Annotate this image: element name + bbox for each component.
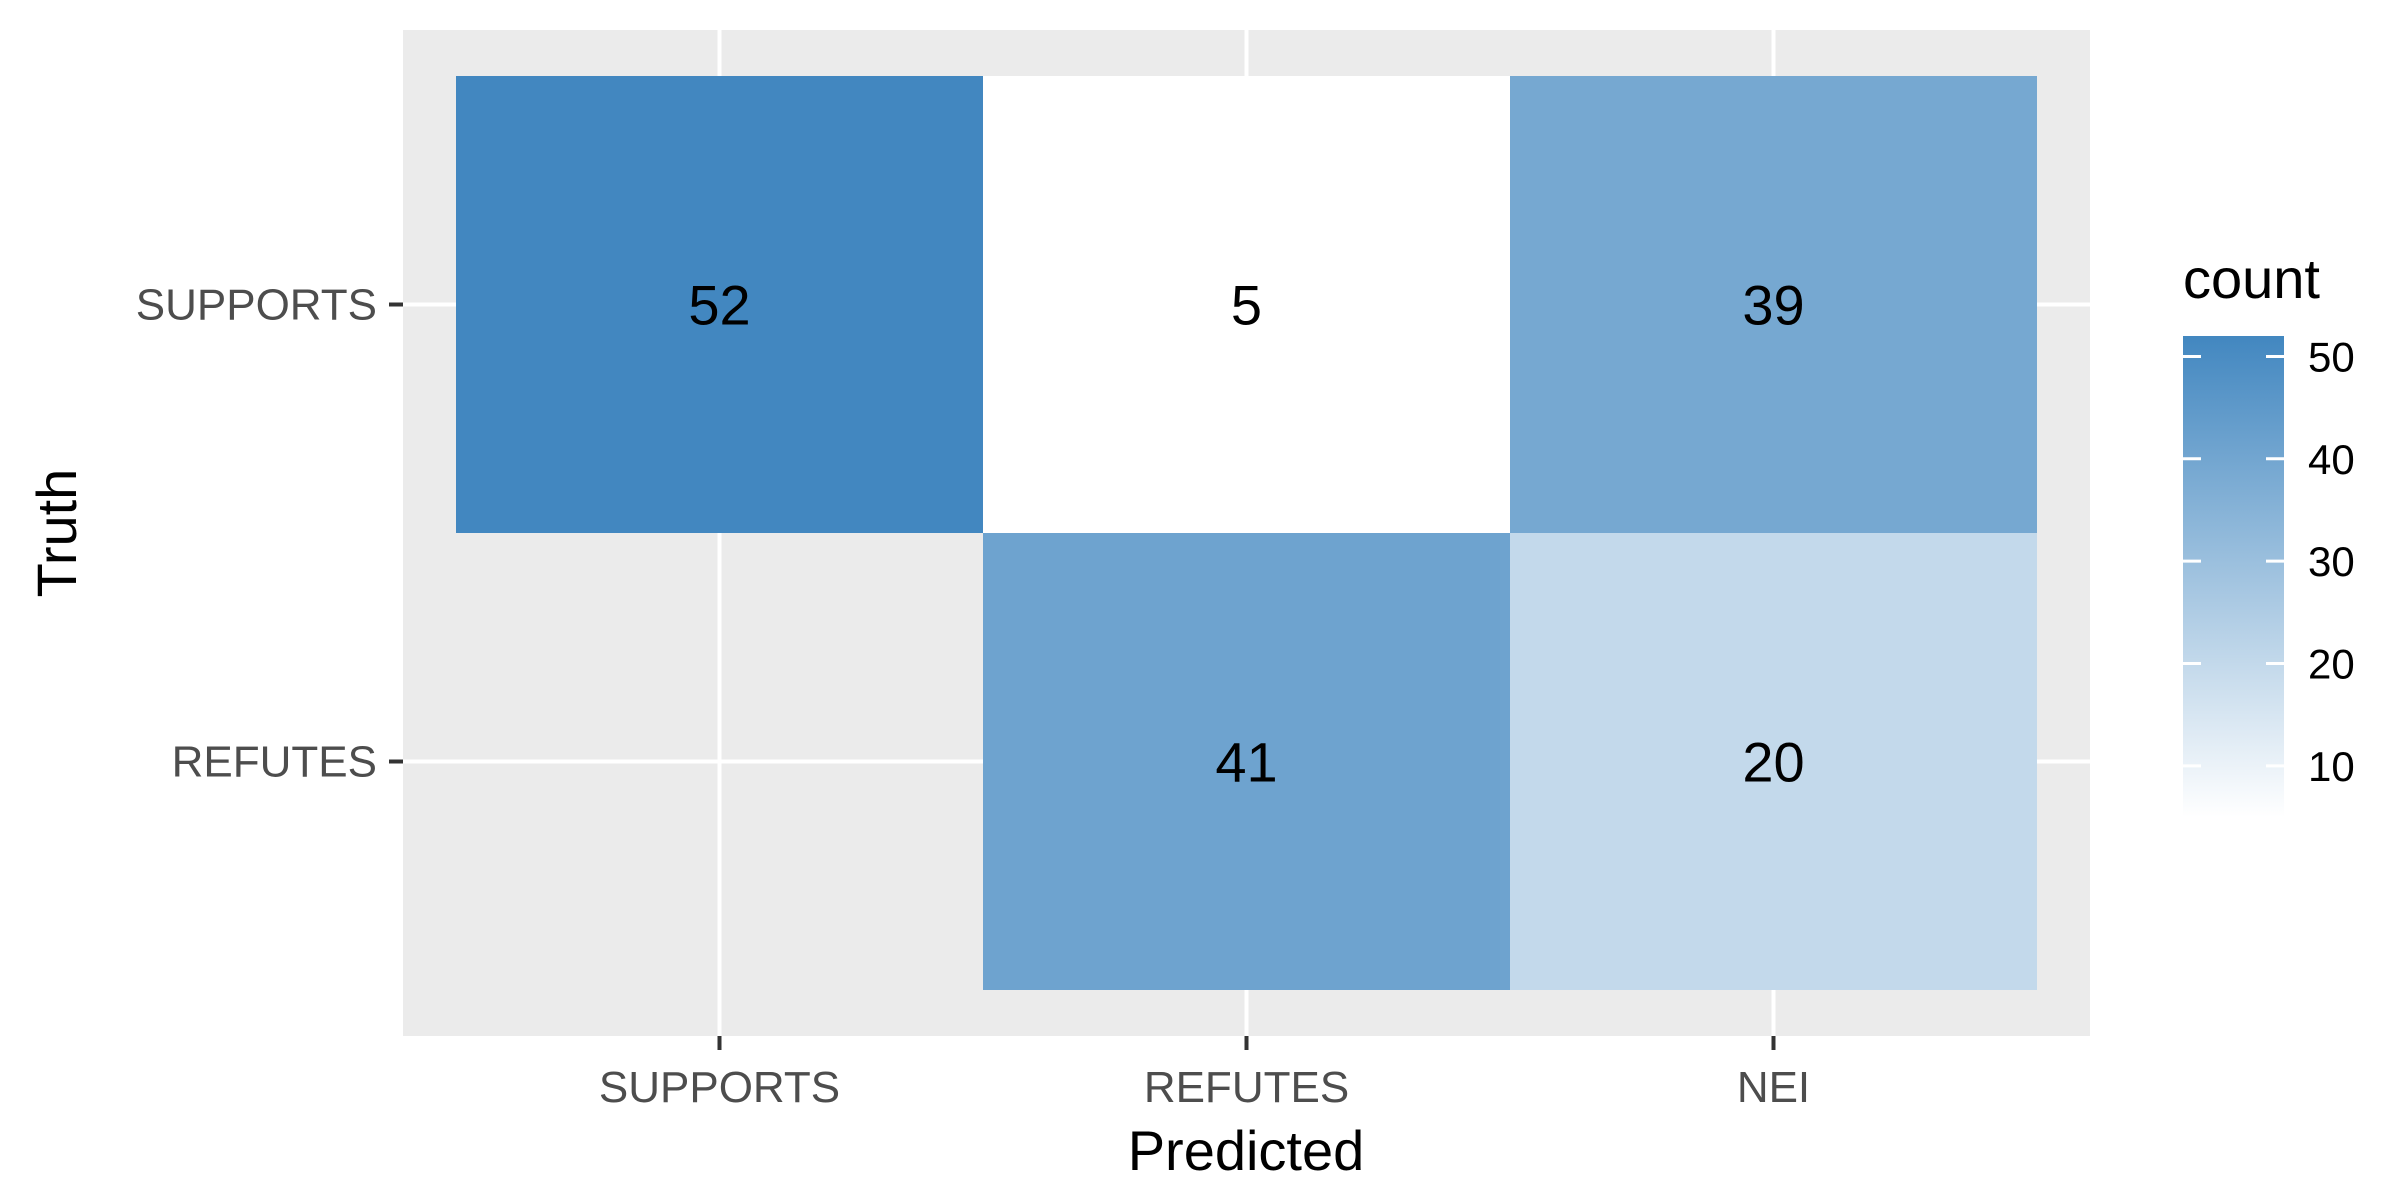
heatmap-cells xyxy=(456,76,2037,990)
cell-value-label: 52 xyxy=(688,274,750,337)
heatmap-cell xyxy=(983,533,1510,990)
legend-tick-label: 40 xyxy=(2308,436,2355,483)
heatmap-cell xyxy=(456,76,983,533)
x-tick-label: REFUTES xyxy=(1144,1063,1349,1112)
heatmap-cell xyxy=(1510,76,2037,533)
cell-value-label: 39 xyxy=(1742,274,1804,337)
legend-ticks: 10 20 30 40 50 xyxy=(2183,333,2355,790)
legend-tick-label: 20 xyxy=(2308,640,2355,687)
x-tick-label: SUPPORTS xyxy=(599,1063,840,1112)
legend-tick-label: 30 xyxy=(2308,538,2355,585)
x-axis: SUPPORTS REFUTES NEI xyxy=(599,1036,1810,1112)
legend-title: count xyxy=(2183,247,2320,310)
y-tick-label: SUPPORTS xyxy=(136,281,377,330)
color-legend: count 10 20 30 40 50 xyxy=(2183,247,2355,817)
cell-value-labels: 52 5 39 41 20 xyxy=(688,274,1804,794)
heatmap-cell xyxy=(1510,533,2037,990)
y-axis-title: Truth xyxy=(25,469,88,598)
y-axis: SUPPORTS REFUTES xyxy=(136,281,403,787)
heatmap-cell xyxy=(983,76,1510,533)
cell-value-label: 5 xyxy=(1231,274,1262,337)
legend-tick-label: 10 xyxy=(2308,743,2355,790)
cell-value-label: 20 xyxy=(1742,731,1804,794)
cell-value-label: 41 xyxy=(1215,731,1277,794)
y-tick-label: REFUTES xyxy=(172,738,377,787)
legend-colorbar xyxy=(2183,336,2284,817)
x-tick-label: NEI xyxy=(1737,1063,1810,1112)
legend-tick-label: 50 xyxy=(2308,333,2355,380)
x-axis-title: Predicted xyxy=(1128,1119,1365,1182)
